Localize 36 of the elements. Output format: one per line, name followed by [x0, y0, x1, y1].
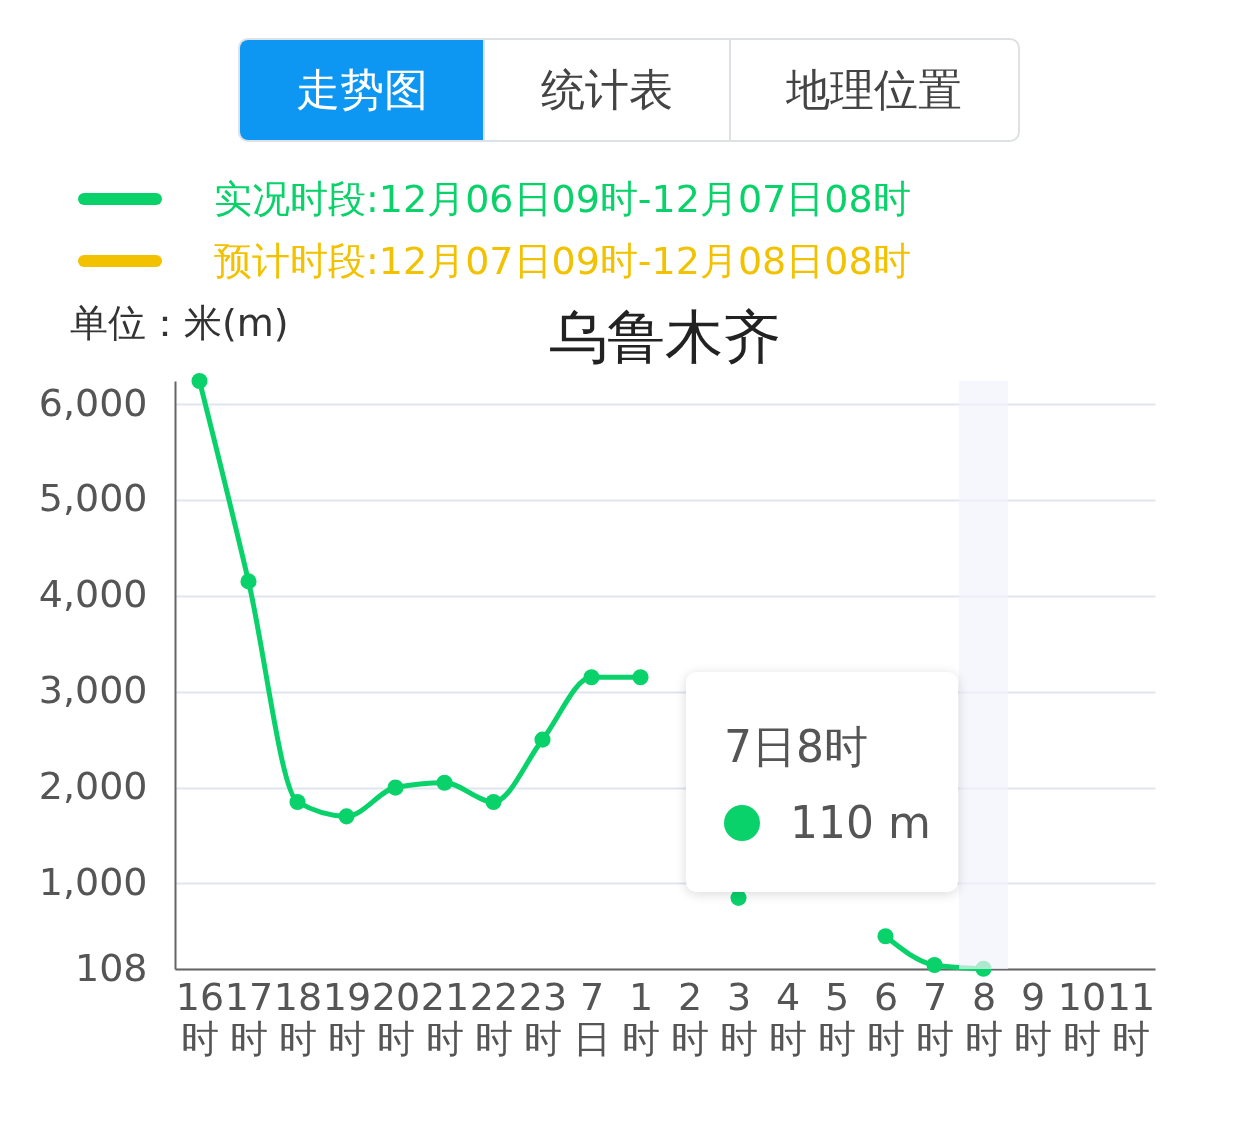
x-tick-label: 23 时	[518, 974, 568, 1061]
y-axis-title: 单位：米(m)	[70, 300, 289, 347]
legend-label: 实况时段:12月06日09时-12月07日08时	[214, 175, 911, 223]
x-tick-label: 18 时	[273, 974, 323, 1061]
chart-title: 乌鲁木齐	[549, 302, 781, 371]
x-tick-label: 6 时	[867, 974, 905, 1061]
x-tick-label: 5 时	[818, 974, 856, 1061]
x-tick-label: 11 时	[1106, 974, 1156, 1061]
x-tick-label: 20 时	[371, 974, 421, 1061]
y-tick-label: 5,000	[38, 476, 148, 521]
annotation: 110 m	[790, 797, 931, 848]
x-tick-label: 22 时	[469, 974, 519, 1061]
annotation: 7日8时	[724, 720, 869, 774]
x-tick-label: 7 时	[916, 974, 954, 1061]
x-tick-label: 1 时	[622, 974, 660, 1061]
y-tick-label: 108	[74, 945, 148, 990]
x-tick-label: 3 时	[720, 974, 758, 1061]
y-tick-label: 6,000	[38, 380, 148, 425]
x-tick-label: 10 时	[1057, 974, 1107, 1061]
text: 走势图	[240, 40, 486, 140]
x-tick-label: 21 时	[420, 974, 470, 1061]
x-tick-label: 8 时	[965, 974, 1003, 1061]
y-tick-label: 4,000	[38, 572, 148, 617]
legend-label: 预计时段:12月07日09时-12月08日08时	[214, 237, 911, 285]
x-tick-label: 19 时	[322, 974, 372, 1061]
x-tick-label: 4 时	[769, 974, 807, 1061]
x-tick-label: 16 时	[175, 974, 225, 1061]
x-tick-label: 7 日	[573, 974, 611, 1061]
y-tick-label: 2,000	[38, 764, 148, 809]
x-tick-label: 9 时	[1014, 974, 1052, 1061]
y-tick-label: 1,000	[38, 859, 148, 904]
x-tick-label: 17 时	[224, 974, 274, 1061]
text: 地理位置	[785, 62, 964, 117]
y-tick-label: 3,000	[38, 668, 148, 713]
x-tick-label: 2 时	[671, 974, 709, 1061]
text: 统计表	[485, 40, 731, 140]
